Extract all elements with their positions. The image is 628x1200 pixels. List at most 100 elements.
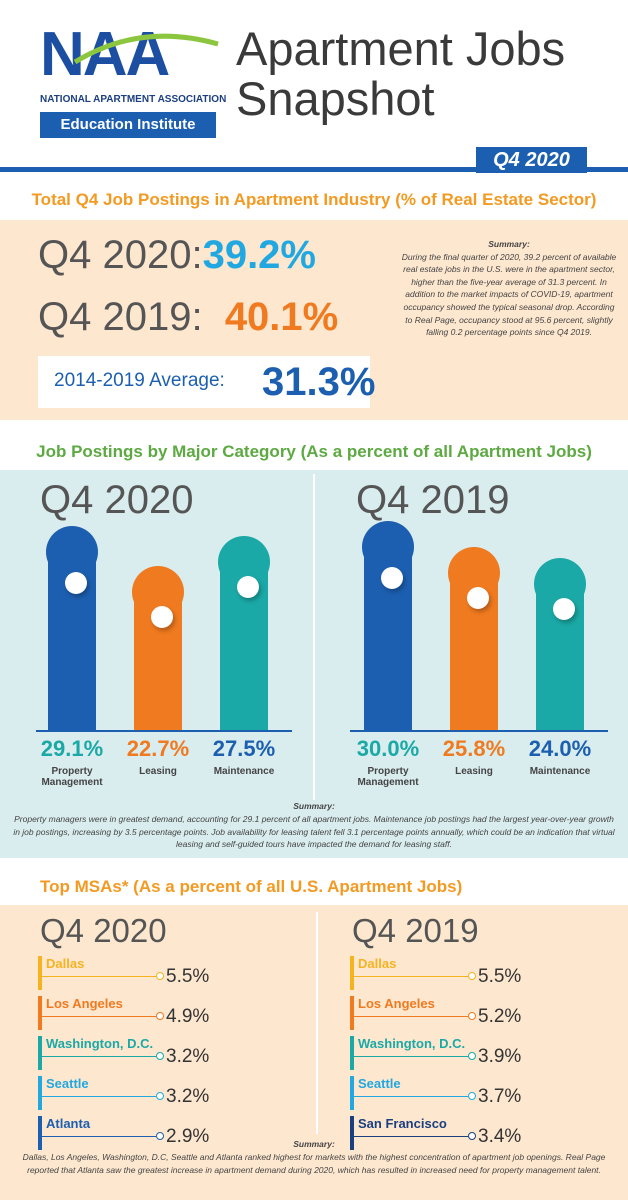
msa-name: Dallas	[46, 956, 85, 971]
chart-title: Q4 2019	[356, 478, 510, 522]
msa-row: Washington, D.C. 3.2%	[38, 1032, 238, 1070]
msa-color-tick	[38, 1036, 42, 1070]
logo-association-name: NATIONAL APARTMENT ASSOCIATION	[40, 94, 227, 105]
header-rule	[0, 167, 628, 172]
msa-name: Washington, D.C.	[358, 1036, 466, 1051]
bar-marker	[381, 566, 403, 589]
msa-dot	[156, 1132, 164, 1140]
msa-name: Seattle	[358, 1076, 401, 1091]
msa-2019-title: Q4 2019	[352, 912, 479, 949]
summary-heading: Summary:	[293, 801, 335, 811]
msa-dot	[156, 972, 164, 980]
logo-swoosh-icon	[73, 33, 219, 65]
msa-value: 4.9%	[166, 1006, 210, 1027]
msa-row: Atlanta 2.9%	[38, 1112, 238, 1150]
msa-leader-line	[38, 1016, 156, 1017]
bar-marker	[65, 572, 87, 595]
msa-dot	[156, 1052, 164, 1060]
q4-2019-value: 40.1%	[224, 295, 339, 339]
msa-name: Los Angeles	[358, 996, 435, 1011]
chart-title: Q4 2020	[40, 478, 194, 522]
msa-value: 3.7%	[478, 1086, 522, 1107]
bar-value-label: 25.8%	[442, 736, 506, 761]
chart-baseline	[350, 730, 608, 732]
msa-row: Los Angeles 5.2%	[350, 992, 550, 1030]
msa-value: 3.2%	[166, 1086, 210, 1107]
bar-category-label: Leasing	[455, 766, 493, 777]
quarter-badge: Q4 2020	[476, 147, 587, 173]
bar-marker	[553, 598, 575, 620]
msa-dot	[468, 1132, 476, 1140]
bar-category-label: Maintenance	[213, 766, 275, 777]
msa-value: 5.5%	[478, 966, 522, 987]
msa-leader-line	[350, 1136, 468, 1137]
q4-2020-value: 39.2%	[202, 233, 316, 277]
msa-value: 5.2%	[478, 1006, 522, 1027]
bar-marker	[237, 576, 259, 599]
msa-color-tick	[38, 1076, 42, 1110]
msa-color-tick	[38, 996, 42, 1030]
msa-name: San Francisco	[358, 1116, 447, 1131]
panel-divider	[313, 474, 315, 800]
bar-marker	[467, 586, 489, 609]
bar-cap	[46, 526, 98, 579]
msa-name: Dallas	[358, 956, 397, 971]
title-line-1: Apartment Jobs	[236, 22, 566, 75]
msa-leader-line	[38, 1056, 156, 1057]
msa-name: Seattle	[46, 1076, 89, 1091]
bar-value-label: 30.0%	[356, 736, 420, 761]
bar-category-label: Maintenance	[529, 766, 591, 777]
msa-dot	[468, 1052, 476, 1060]
msa-color-tick	[350, 996, 354, 1030]
msa-color-tick	[350, 1076, 354, 1110]
msa-row: San Francisco 3.4%	[350, 1112, 550, 1150]
naa-logo: NAA NATIONAL APARTMENT ASSOCIATION Educa…	[40, 20, 227, 140]
logo-letters: NAA	[40, 20, 170, 89]
bar-value-label: 24.0%	[528, 736, 592, 761]
bar-value-label: 29.1%	[40, 736, 104, 761]
msa-summary: Summary: Dallas, Los Angeles, Washington…	[10, 1138, 618, 1176]
msa-title: Top MSAs* (As a percent of all U.S. Apar…	[40, 877, 463, 896]
msa-2020-title: Q4 2020	[40, 912, 167, 949]
msa-row: Dallas 5.5%	[350, 952, 550, 990]
msa-leader-line	[38, 1096, 156, 1097]
msa-value: 3.9%	[478, 1046, 522, 1067]
msa-value: 3.2%	[166, 1046, 210, 1067]
msa-row: Washington, D.C. 3.9%	[350, 1032, 550, 1070]
bar-category-label: Property Management	[357, 766, 419, 788]
q4-2020-label: Q4 2020:	[38, 233, 203, 277]
summary-heading: Summary:	[293, 1139, 335, 1149]
msa-leader-line	[350, 1016, 468, 1017]
summary-text: During the final quarter of 2020, 39.2 p…	[401, 251, 617, 338]
average-label: 2014-2019 Average:	[54, 370, 225, 391]
msa-dot	[468, 1092, 476, 1100]
logo-institute-badge: Education Institute	[40, 112, 216, 138]
msa-name: Atlanta	[46, 1116, 91, 1131]
total-postings-summary: Summary: During the final quarter of 202…	[400, 238, 618, 339]
bar-cap	[362, 520, 414, 573]
msa-row: Seattle 3.7%	[350, 1072, 550, 1110]
summary-text: Dallas, Los Angeles, Washington, D.C, Se…	[22, 1151, 606, 1175]
msa-name: Los Angeles	[46, 996, 123, 1011]
msa-dot	[156, 1092, 164, 1100]
msa-divider	[316, 912, 318, 1134]
bar-marker	[151, 606, 173, 629]
q4-2020-stat: Q4 2020:39.2%	[38, 232, 316, 278]
msa-leader-line	[38, 976, 156, 977]
msa-dot	[468, 972, 476, 980]
average-stat: 2014-2019 Average: 31.3%	[38, 356, 375, 408]
msa-color-tick	[38, 956, 42, 990]
msa-leader-line	[350, 1056, 468, 1057]
msa-color-tick	[38, 1116, 42, 1150]
bar-category-label: Leasing	[139, 766, 177, 777]
q4-2019-label: Q4 2019:	[38, 295, 203, 339]
bar-category-label: Property Management	[41, 766, 103, 788]
msa-leader-line	[38, 1136, 156, 1137]
q4-2019-stat: Q4 2019: 40.1%	[38, 294, 338, 340]
average-value: 31.3%	[262, 360, 376, 404]
msa-dot	[156, 1012, 164, 1020]
bar-value-label: 22.7%	[126, 736, 190, 761]
msa-color-tick	[350, 956, 354, 990]
msa-dot	[468, 1012, 476, 1020]
msa-value: 3.4%	[478, 1126, 522, 1147]
